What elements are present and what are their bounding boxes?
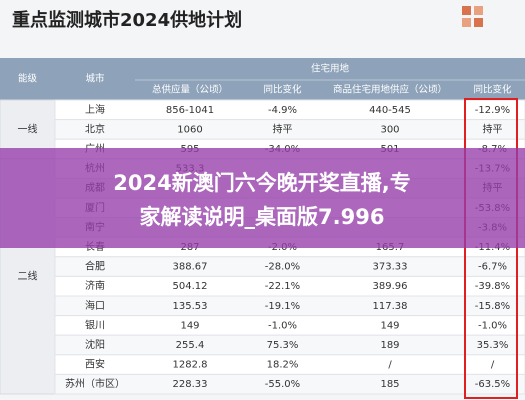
tier-label: 一线: [18, 122, 38, 135]
cell: 75.3%: [267, 340, 299, 351]
cell: 上海: [85, 103, 105, 116]
cell: -12.9%: [475, 105, 510, 116]
cell: 135.53: [173, 301, 208, 312]
cell: 149: [180, 320, 199, 331]
column-header: 同比变化: [263, 84, 302, 96]
column-header: 能级: [18, 73, 38, 85]
cell: 388.67: [173, 262, 208, 273]
cell: 海口: [85, 299, 105, 312]
column-header: 城市: [85, 73, 105, 85]
column-header: 同比变化: [473, 84, 512, 96]
cell: -63.5%: [475, 379, 510, 390]
tier-label: 二线: [18, 269, 38, 282]
cell: -15.8%: [475, 301, 510, 312]
cell: 35.3%: [477, 340, 509, 351]
cell: 255.4: [176, 340, 205, 351]
cell: 银川: [85, 318, 105, 331]
cell: 1060: [177, 124, 202, 135]
cell: 沈阳: [85, 338, 105, 351]
banner-line: 家解读说明_桌面版7.996: [140, 205, 385, 229]
banner-line: 2024新澳门六今晚开奖直播,专: [113, 171, 410, 195]
cell: -39.8%: [475, 281, 510, 292]
cell: 苏州（市区）: [65, 377, 125, 390]
cell: 300: [380, 124, 399, 135]
header-bg: [0, 58, 525, 100]
column-header: 商品住宅用地供应（公顷）: [333, 84, 447, 96]
cell: 18.2%: [267, 360, 299, 371]
cell: 373.33: [373, 262, 408, 273]
cell: 149: [380, 320, 399, 331]
cell: -28.0%: [265, 262, 300, 273]
cell: -1.0%: [478, 320, 507, 331]
cell: 389.96: [373, 281, 408, 292]
cell: 济南: [85, 279, 105, 292]
cell: -22.1%: [265, 281, 300, 292]
cell: -4.9%: [268, 105, 297, 116]
banner: [0, 148, 525, 248]
cell: 持平: [483, 122, 503, 135]
cell: -6.7%: [478, 262, 507, 273]
cell: 504.12: [173, 281, 208, 292]
cell: 856-1041: [166, 105, 214, 116]
group-header: 住宅用地: [311, 63, 350, 75]
cell: 228.33: [173, 379, 208, 390]
cell: 185: [380, 379, 399, 390]
cell: 持平: [273, 122, 293, 135]
highlight-box: [464, 98, 518, 399]
cell: -19.1%: [265, 301, 300, 312]
cell: 1282.8: [173, 360, 208, 371]
cell: 117.38: [373, 301, 408, 312]
title: 重点监测城市2024供地计划: [12, 9, 242, 31]
icon: [462, 6, 483, 27]
cell: /: [491, 360, 495, 371]
cell: 440-545: [369, 105, 411, 116]
cell: 合肥: [85, 260, 105, 273]
cell: 189: [380, 340, 399, 351]
cell: -1.0%: [268, 320, 297, 331]
cell: 北京: [85, 122, 105, 135]
cell: -55.0%: [265, 379, 300, 390]
row: [54, 373, 525, 395]
cell: /: [388, 360, 392, 371]
column-header: 总供应量（公顷）: [152, 84, 228, 96]
cell: 西安: [85, 358, 105, 371]
